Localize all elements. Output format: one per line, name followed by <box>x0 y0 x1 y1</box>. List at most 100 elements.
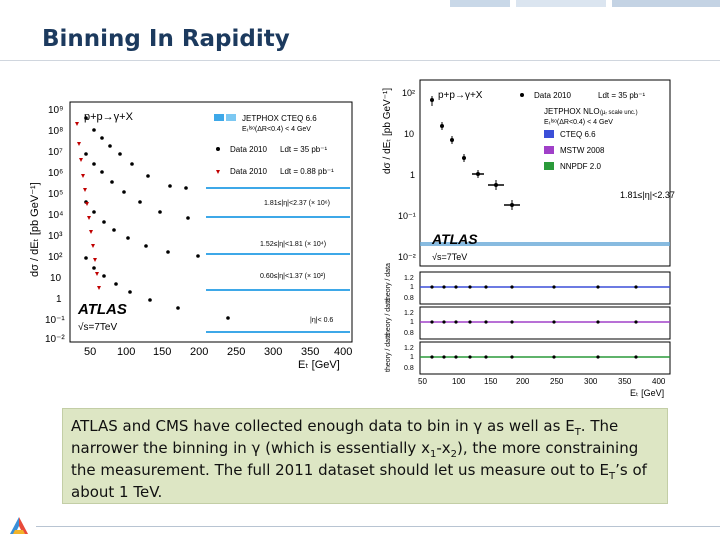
xtick: 400 <box>334 346 352 358</box>
ytick: 10⁸ <box>48 126 63 137</box>
right-cross-section-plot: dσ / dEₜ [pb GeV⁻¹] 10² 10 1 10⁻¹ 10⁻² p… <box>368 74 684 404</box>
header-decoration <box>440 0 720 10</box>
ytick: 10⁴ <box>48 210 63 221</box>
ytick: 10⁻² <box>398 252 416 262</box>
right-data-label: Data 2010 <box>534 91 571 100</box>
ratio-ylabel: theory / data <box>385 263 392 302</box>
left-data-low-lumi: Ldt = 0.88 pb⁻¹ <box>280 167 334 176</box>
ytick: 10⁷ <box>48 147 63 158</box>
right-plot-yticks: 10² 10 1 10⁻¹ 10⁻² <box>398 88 416 262</box>
right-experiment: ATLAS <box>431 231 478 247</box>
caption-text: . The narrower the binning in γ (which i… <box>71 417 619 457</box>
ytick: 10⁻¹ <box>45 315 65 326</box>
caption-sub: 1 <box>429 449 437 460</box>
right-plot-xticks: 50 100 150 200 250 300 350 400 <box>418 377 666 386</box>
right-eta-range: 1.81≤|η|<2.37 <box>620 190 675 200</box>
caption-box: ATLAS and CMS have collected enough data… <box>62 408 668 504</box>
xtick: 100 <box>452 377 466 386</box>
ytick: 10² <box>48 252 63 263</box>
ytick: 1 <box>410 170 415 180</box>
right-theory-sub: Eₜᴵˢᵒ(ΔR<0.4) < 4 GeV <box>544 119 613 126</box>
left-data-full-lumi: Ldt = 35 pb⁻¹ <box>280 145 327 154</box>
data-marker <box>520 93 524 97</box>
left-spectra <box>75 116 350 333</box>
theory-swatch <box>226 114 236 121</box>
left-energy: √s=7TeV <box>78 321 117 333</box>
xtick: 400 <box>652 377 666 386</box>
ytick: 10⁵ <box>48 189 63 200</box>
ratio-ylabel: theory / data <box>385 298 392 337</box>
ratio-panels: theory / data theory / data theory / dat… <box>385 263 670 372</box>
xtick: 200 <box>190 346 208 358</box>
ytick: 10³ <box>48 231 63 242</box>
data-full-marker <box>216 147 220 151</box>
ytick: 10 <box>404 129 414 139</box>
svg-text:1: 1 <box>410 319 414 326</box>
right-spectrum <box>420 96 670 246</box>
bin-label: 1.52≤|η|<1.81 (× 10⁴) <box>260 241 326 248</box>
xtick: 50 <box>84 346 96 358</box>
svg-text:1: 1 <box>410 284 414 291</box>
left-plot-process: p+p→γ+X <box>84 111 134 123</box>
svg-text:0.8: 0.8 <box>404 365 414 372</box>
pdf-label: NNPDF 2.0 <box>560 162 601 171</box>
right-plot-ylabel: dσ / dEₜ [pb GeV⁻¹] <box>382 88 393 174</box>
svg-text:1: 1 <box>410 354 414 361</box>
caption-sub: T <box>608 471 616 482</box>
logo-icon <box>8 516 30 536</box>
ytick: 1 <box>56 294 62 305</box>
caption-sub: T <box>574 427 581 438</box>
bin-label: 0.60≤|η|<1.37 (× 10²) <box>260 273 325 280</box>
ytick: 10⁻¹ <box>398 211 416 221</box>
xtick: 150 <box>484 377 498 386</box>
pdf-swatch-nnpdf <box>544 162 554 170</box>
ytick: 10 <box>50 273 62 284</box>
left-plot-xlabel: Eₜ [GeV] <box>298 359 340 371</box>
data-low-marker <box>216 170 220 174</box>
caption-sub: 2 <box>450 449 457 460</box>
xtick: 50 <box>418 377 427 386</box>
theory-swatch <box>214 114 224 121</box>
ytick: 10² <box>402 88 415 98</box>
pdf-swatch-mstw <box>544 146 554 154</box>
left-theory-legend: JETPHOX CTEQ 6.6 <box>242 114 317 123</box>
left-experiment: ATLAS <box>77 301 127 318</box>
right-energy: √s=7TeV <box>432 252 467 262</box>
left-plot-xticks: 50 100 150 200 250 300 350 400 <box>84 346 352 358</box>
left-plot-svg: dσ / dEₜ [pb GeV⁻¹] 10⁹ 10⁸ 10⁷ 10⁶ 10⁵ … <box>29 101 353 371</box>
left-data-low: Data 2010 <box>230 167 267 176</box>
caption-text: ’s of about 1 TeV. <box>71 461 647 501</box>
caption-text: -x <box>436 439 451 457</box>
xtick: 300 <box>584 377 598 386</box>
xtick: 100 <box>117 346 135 358</box>
caption-text: ), the more constraining the measurement… <box>71 439 639 479</box>
left-plot-yticks: 10⁹ 10⁸ 10⁷ 10⁶ 10⁵ 10⁴ 10³ 10² 10 1 10⁻… <box>45 105 65 345</box>
right-theory: JETPHOX NLO <box>544 107 600 116</box>
svg-text:0.8: 0.8 <box>404 295 414 302</box>
xtick: 150 <box>153 346 171 358</box>
pdf-label: MSTW 2008 <box>560 146 605 155</box>
svg-text:1.2: 1.2 <box>404 275 414 282</box>
xtick: 200 <box>516 377 530 386</box>
pdf-label: CTEQ 6.6 <box>560 130 596 139</box>
right-plot-xlabel: Eₜ [GeV] <box>630 388 664 398</box>
bin-label: |η|< 0.6 <box>310 317 333 324</box>
ytick: 10⁻² <box>45 334 65 345</box>
xtick: 350 <box>618 377 632 386</box>
footer-divider <box>36 526 720 527</box>
ratio-ylabel: theory / data <box>385 333 392 372</box>
title-divider <box>0 60 720 61</box>
xtick: 300 <box>264 346 282 358</box>
xtick: 350 <box>301 346 319 358</box>
right-process: p+p→γ+X <box>438 90 483 101</box>
ytick: 10⁹ <box>48 105 63 116</box>
left-cross-section-plot: dσ / dEₜ [pb GeV⁻¹] 10⁹ 10⁸ 10⁷ 10⁶ 10⁵ … <box>28 92 358 382</box>
right-theory-note: (μᵣ scale unc.) <box>600 110 638 116</box>
slide-title: Binning In Rapidity <box>42 26 290 52</box>
left-plot-ylabel: dσ / dEₜ [pb GeV⁻¹] <box>29 182 41 277</box>
svg-text:1.2: 1.2 <box>404 310 414 317</box>
xtick: 250 <box>550 377 564 386</box>
svg-text:0.8: 0.8 <box>404 330 414 337</box>
svg-text:1.2: 1.2 <box>404 345 414 352</box>
left-theory-sub: Eₜᴵˢᵒ(ΔR<0.4) < 4 GeV <box>242 126 311 133</box>
